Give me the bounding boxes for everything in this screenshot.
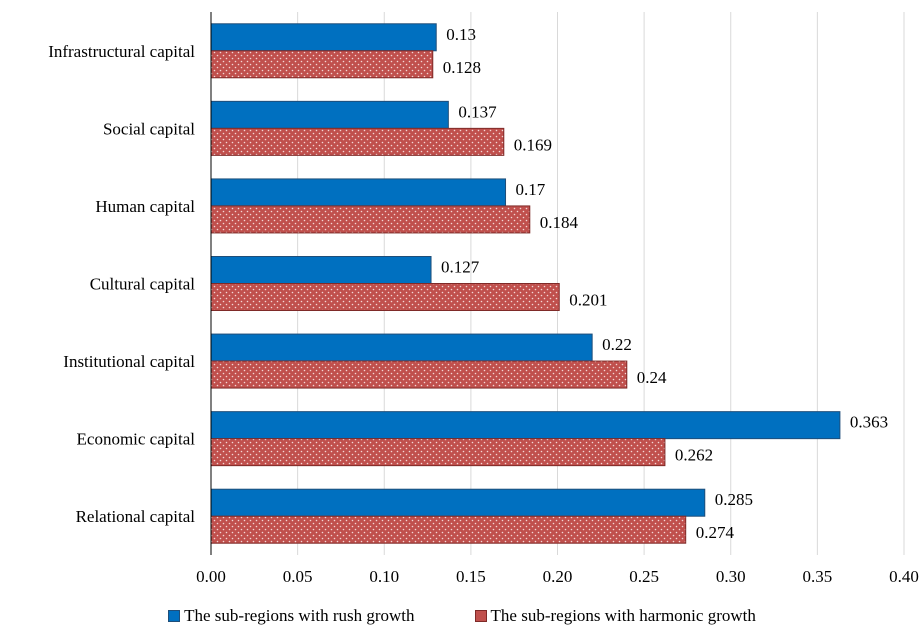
data-label: 0.184 [540,213,579,232]
bar-rush-growth [210,100,449,129]
bar-rush-growth [210,256,432,284]
category-label: Human capital [95,197,195,216]
x-tick-label: 0.15 [456,567,486,586]
data-label: 0.169 [514,135,552,154]
x-tick-label: 0.30 [716,567,746,586]
data-label: 0.285 [715,490,753,509]
bar-rush-growth [210,178,507,207]
x-tick-label: 0.25 [629,567,659,586]
bar-harmonic-growth [210,515,687,544]
bar-rush-growth [210,23,437,52]
data-label: 0.274 [696,523,735,542]
category-label: Social capital [103,119,195,138]
data-labels: 0.13 0.128 0.137 0.169 0.17 0.184 0.127 0.201 0.… [441,25,888,542]
legend-swatch-rush [168,610,181,622]
legend-item-rush: The sub-regions with rush growth [168,606,415,626]
x-tick-label: 0.35 [803,567,833,586]
bar-rush-growth [210,333,593,362]
legend-swatch-harmonic [474,610,487,622]
bar-harmonic-growth [210,205,531,234]
x-tick-label: 0.20 [543,567,573,586]
x-tick-label: 0.40 [889,567,919,586]
data-label: 0.137 [458,102,497,121]
bar-harmonic-growth [210,360,628,389]
bar-harmonic-growth [210,283,560,311]
legend-item-harmonic: The sub-regions with harmonic growth [474,606,756,626]
data-label: 0.13 [446,25,476,44]
bars [210,23,841,544]
x-tick-labels: 0.00 0.05 0.10 0.15 0.20 0.25 0.30 0.35 0.40 [196,567,919,586]
data-label: 0.363 [850,413,888,432]
category-label: Institutional capital [63,352,195,371]
bar-rush-growth [210,411,841,440]
category-labels: Infrastructural capital Social capital Hum… [48,42,195,526]
category-label: Economic capital [77,430,196,449]
data-label: 0.201 [569,291,607,310]
category-label: Relational capital [76,507,196,526]
data-label: 0.262 [675,446,713,465]
data-label: 0.128 [443,58,481,77]
x-tick-label: 0.05 [283,567,313,586]
legend-label-rush: The sub-regions with rush growth [184,606,415,625]
data-label: 0.22 [602,335,632,354]
bar-harmonic-growth [210,50,434,79]
data-label: 0.17 [516,180,546,199]
x-tick-label: 0.10 [369,567,399,586]
x-tick-label: 0.00 [196,567,226,586]
bar-harmonic-growth [210,438,666,467]
data-label: 0.24 [637,368,667,387]
bar-harmonic-growth [210,127,505,156]
category-label: Cultural capital [90,275,196,294]
legend-label-harmonic: The sub-regions with harmonic growth [490,606,756,625]
bar-rush-growth [210,488,706,517]
legend: The sub-regions with rush growth The sub… [0,606,924,626]
data-label: 0.127 [441,258,480,277]
category-label: Infrastructural capital [48,42,195,61]
